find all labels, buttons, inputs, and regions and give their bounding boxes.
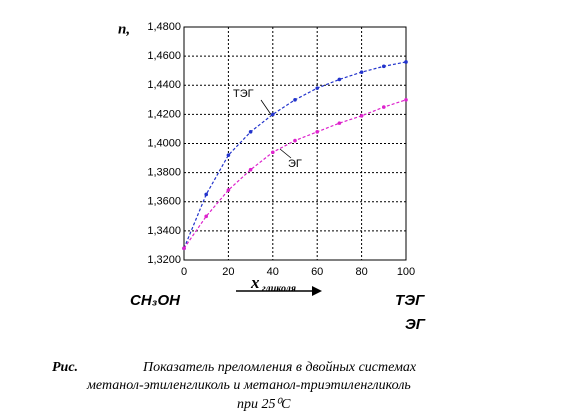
- x-tick-label: 40: [267, 266, 279, 278]
- data-point: [204, 192, 208, 197]
- x-tick-label: 100: [397, 266, 415, 278]
- y-tick-label: 1,3400: [147, 225, 181, 237]
- data-point: [337, 77, 342, 82]
- x-arrow-head: [312, 286, 322, 296]
- caption-label: Рис.: [52, 360, 78, 375]
- data-point: [404, 60, 408, 64]
- data-point: [359, 114, 364, 118]
- data-point: [359, 70, 364, 74]
- caption-line: при 25⁰С: [237, 397, 291, 412]
- component-right-bottom: ЭГ: [405, 316, 426, 333]
- y-tick-label: 1,4600: [147, 50, 181, 62]
- y-tick-label: 1,4400: [147, 79, 181, 91]
- y-axis-label: n,: [118, 21, 130, 37]
- data-point: [315, 130, 320, 134]
- data-point: [293, 138, 297, 143]
- x-axis-label: x: [250, 273, 260, 292]
- leader-line: [260, 99, 273, 117]
- component-right-top: ТЭГ: [395, 292, 425, 309]
- caption-line: Показатель преломления в двойных система…: [142, 360, 417, 375]
- data-point: [226, 153, 231, 157]
- x-tick-label: 60: [311, 266, 323, 278]
- x-axis-label-sub: гликоля: [262, 283, 296, 294]
- data-point: [204, 214, 208, 219]
- series-label: ЭГ: [288, 158, 302, 170]
- data-point: [382, 64, 386, 69]
- leader-line: [279, 148, 292, 159]
- component-left: CH₃OH: [130, 292, 181, 309]
- data-point: [315, 86, 320, 90]
- plot-frame: [183, 26, 407, 261]
- y-tick-label: 1,3600: [147, 196, 181, 208]
- x-tick-label: 80: [355, 266, 367, 278]
- data-point: [271, 150, 275, 155]
- caption-line: метанол-этиленгликоль и метанол-триэтиле…: [86, 378, 411, 393]
- data-point: [182, 246, 186, 251]
- x-tick-label: 20: [222, 266, 234, 278]
- series-label: ТЭГ: [233, 88, 254, 100]
- data-point: [226, 188, 231, 192]
- y-tick-label: 1,4000: [147, 137, 181, 149]
- data-point: [248, 130, 253, 134]
- y-tick-label: 1,3800: [147, 167, 181, 179]
- y-tick-label: 1,4800: [147, 21, 181, 33]
- data-point: [404, 98, 408, 102]
- y-tick-label: 1,3200: [147, 254, 181, 266]
- data-point: [382, 105, 386, 109]
- y-tick-label: 1,4200: [147, 108, 181, 120]
- data-point: [271, 112, 275, 117]
- data-point: [248, 167, 253, 172]
- data-point: [337, 121, 342, 125]
- x-tick-label: 0: [181, 266, 187, 278]
- data-point: [293, 98, 297, 102]
